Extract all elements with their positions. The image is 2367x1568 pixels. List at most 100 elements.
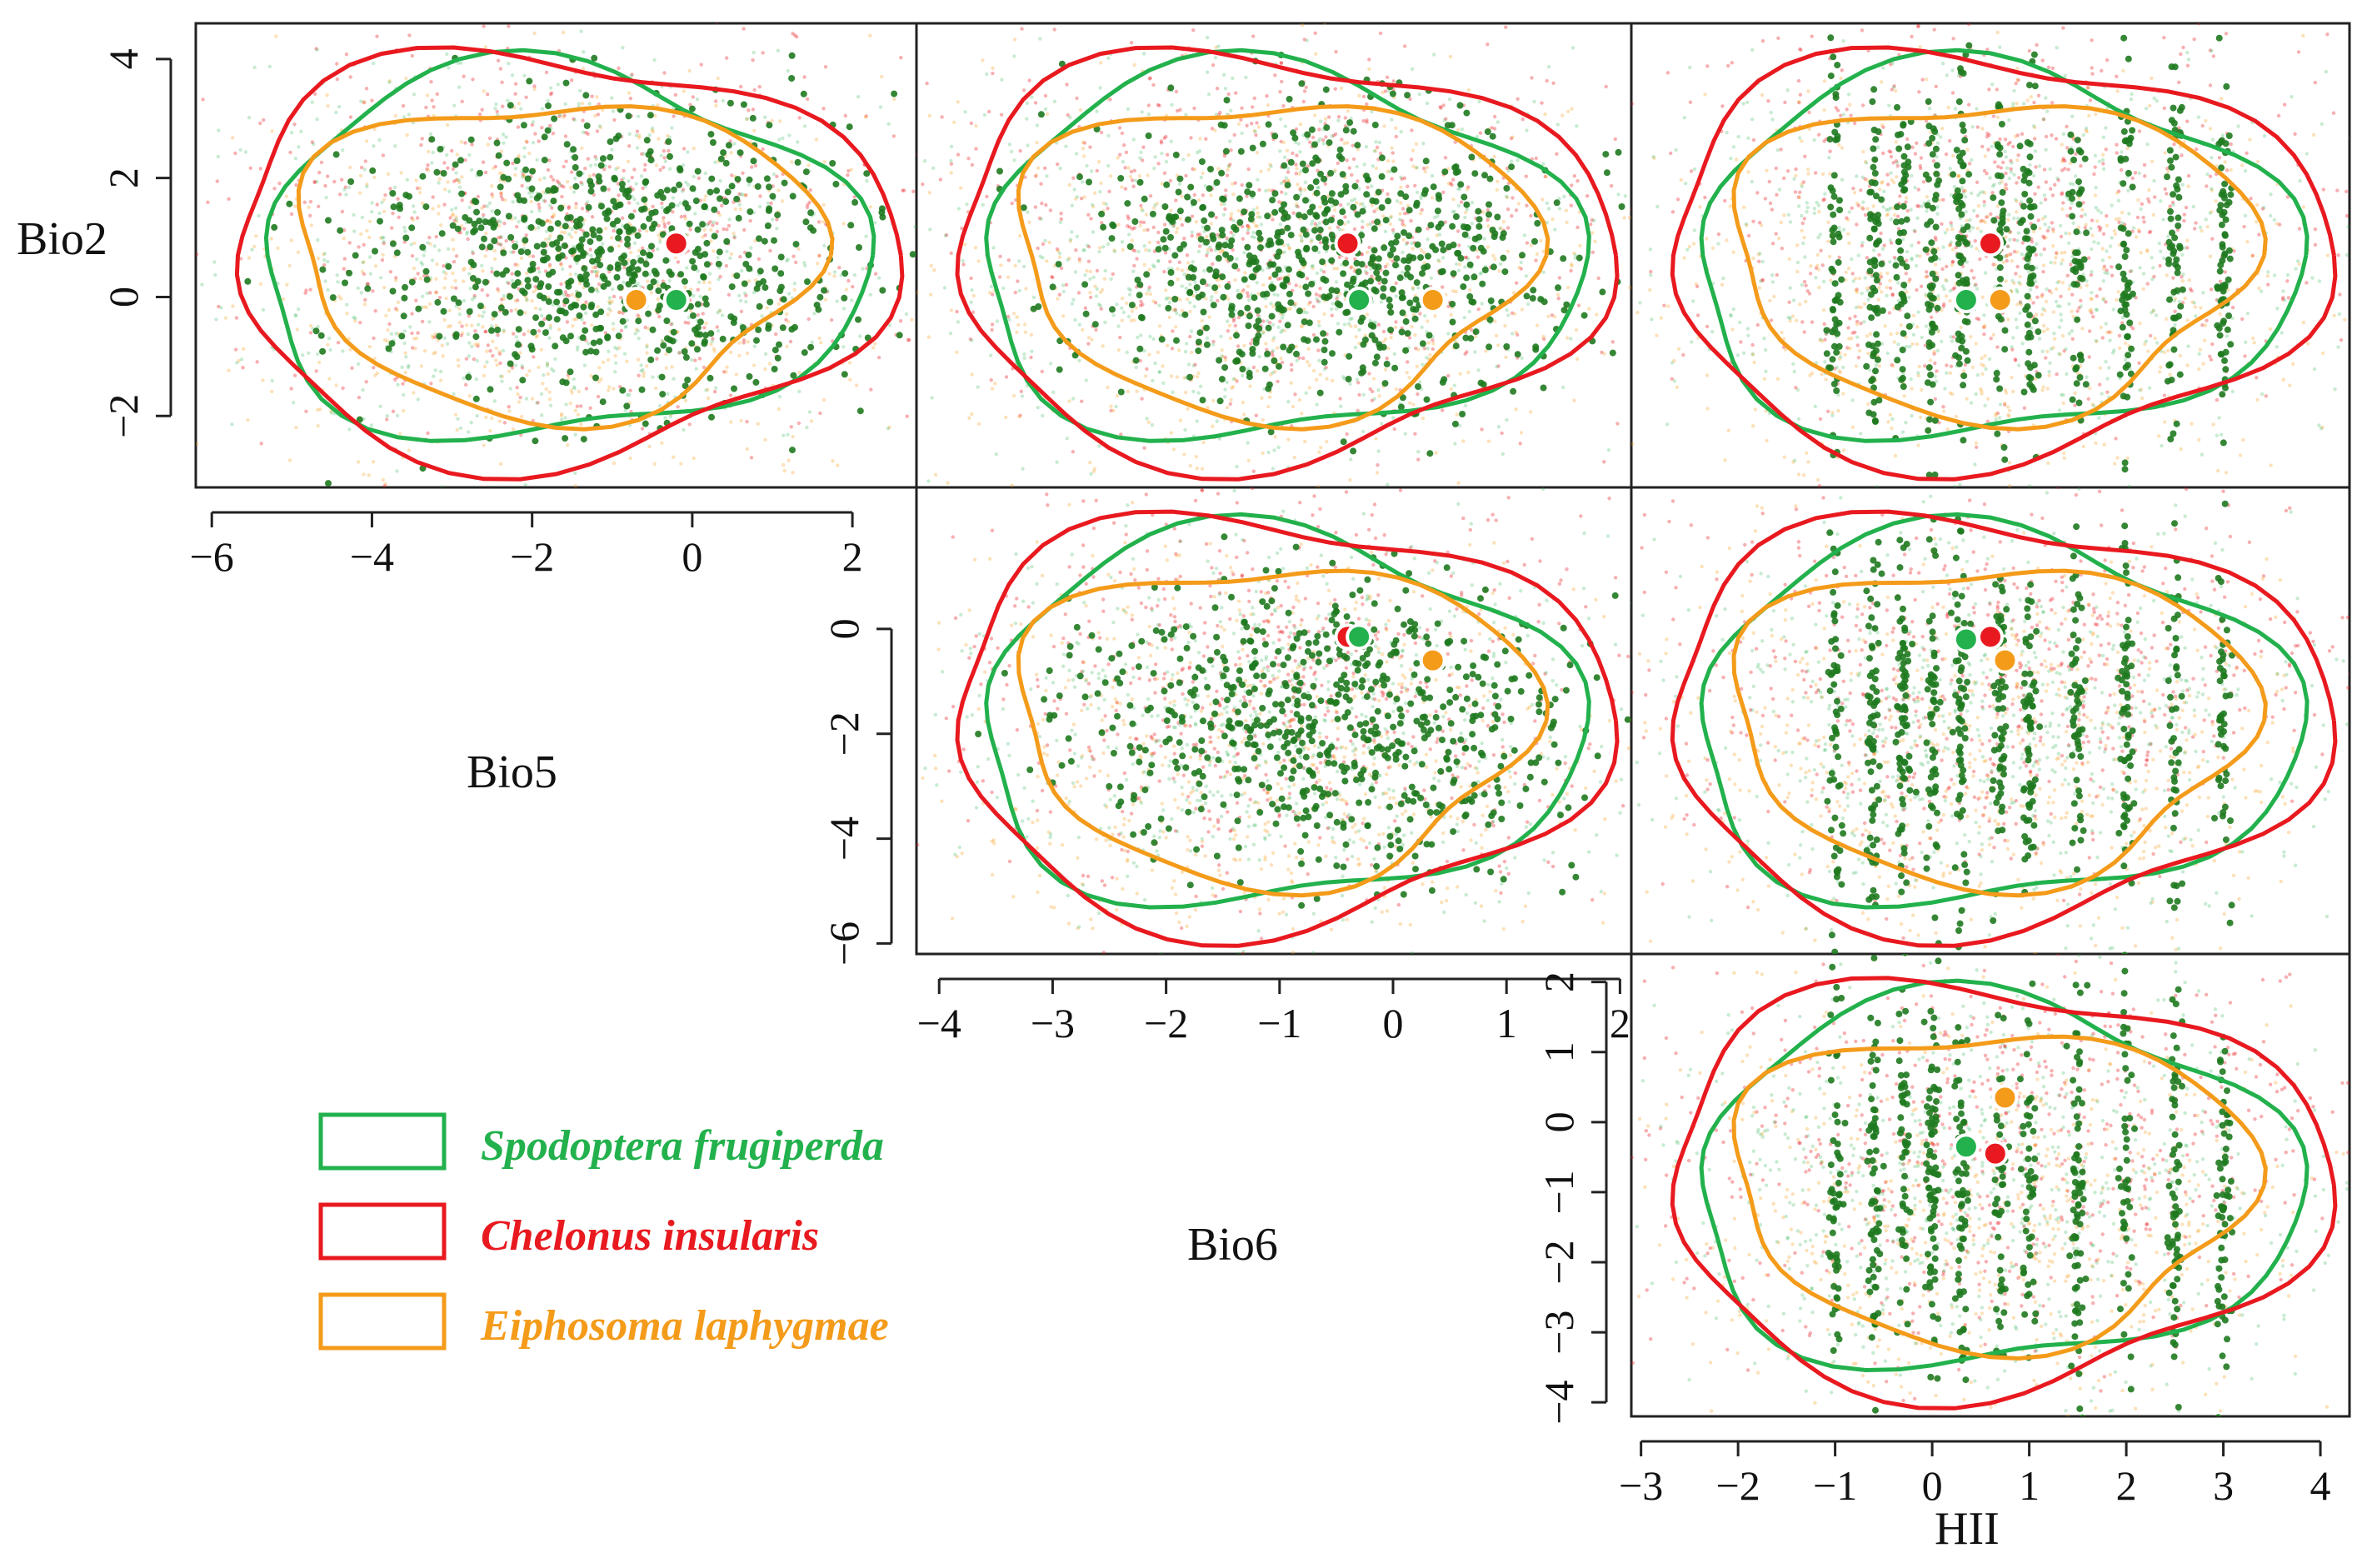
scatter-point (548, 326, 552, 330)
scatter-point (1301, 356, 1306, 361)
scatter-point (1210, 127, 1215, 131)
scatter-point (662, 216, 666, 220)
scatter-point (1067, 257, 1071, 261)
core-point (487, 386, 494, 393)
scatter-point (590, 269, 594, 274)
scatter-point (267, 64, 272, 69)
scatter-point (1138, 223, 1142, 228)
scatter-point (492, 257, 497, 262)
scatter-point (1585, 194, 1590, 198)
core-point (389, 190, 397, 197)
scatter-point (1606, 448, 1611, 452)
scatter-point (1460, 127, 1465, 132)
scatter-point (1246, 291, 1250, 295)
scatter-point (432, 105, 436, 109)
scatter-point (498, 220, 503, 224)
scatter-point (1132, 62, 1136, 67)
scatter-point (920, 302, 923, 305)
scatter-point (753, 278, 758, 282)
scatter-point (482, 373, 487, 378)
scatter-point (775, 227, 779, 231)
core-point (520, 122, 527, 129)
scatter-point (1180, 194, 1184, 198)
scatter-point (1142, 446, 1146, 450)
scatter-point (876, 355, 881, 360)
core-point (529, 167, 536, 175)
core-point (329, 294, 337, 302)
scatter-point (1301, 265, 1306, 270)
scatter-point (1233, 377, 1237, 382)
scatter-point (732, 236, 737, 240)
scatter-point (368, 272, 373, 276)
scatter-point (1469, 327, 1474, 332)
scatter-point (642, 167, 647, 172)
scatter-point (500, 297, 504, 302)
scatter-point (576, 345, 580, 349)
scatter-point (671, 196, 676, 200)
scatter-point (1132, 248, 1137, 253)
scatter-point (1233, 181, 1237, 185)
core-point (777, 287, 784, 294)
scatter-point (459, 333, 464, 337)
scatter-point (491, 195, 495, 199)
scatter-point (430, 161, 434, 165)
core-point (1298, 80, 1306, 87)
scatter-point (1006, 275, 1011, 279)
scatter-point (438, 378, 443, 382)
scatter-point (481, 269, 485, 273)
scatter-point (564, 159, 568, 163)
scatter-point (573, 176, 577, 181)
scatter-point (1098, 290, 1103, 295)
core-point (1309, 203, 1316, 211)
scatter-point (1294, 302, 1298, 306)
scatter-point (1463, 215, 1467, 220)
scatter-point (1223, 355, 1227, 360)
core-point (804, 278, 811, 286)
core-point (777, 270, 785, 277)
scatter-point (450, 213, 454, 217)
scatter-point (427, 320, 432, 324)
scatter-point (957, 135, 961, 138)
scatter-point (466, 230, 470, 234)
scatter-point (905, 414, 909, 418)
core-point (541, 257, 548, 264)
scatter-point (575, 347, 580, 352)
scatter-point (609, 308, 613, 313)
scatter-point (658, 240, 662, 244)
core-point (689, 257, 697, 265)
core-point (638, 386, 646, 393)
scatter-point (1251, 469, 1256, 473)
scatter-point (373, 309, 377, 313)
scatter-point (1435, 233, 1440, 237)
scatter-point (547, 158, 552, 162)
scatter-point (367, 219, 372, 223)
scatter-point (1551, 217, 1555, 222)
scatter-point (517, 102, 522, 106)
scatter-point (609, 537, 612, 540)
scatter-point (567, 376, 571, 380)
scatter-point (1600, 350, 1604, 355)
scatter-point (1182, 237, 1186, 241)
core-point (573, 255, 581, 262)
scatter-point (491, 353, 495, 358)
scatter-point (1171, 308, 1176, 312)
scatter-point (1253, 129, 1257, 133)
scatter-point (308, 331, 313, 335)
core-point (641, 196, 648, 203)
scatter-point (511, 200, 515, 204)
scatter-point (1311, 368, 1316, 373)
scatter-point (1207, 315, 1211, 319)
scatter-point (1197, 149, 1202, 153)
scatter-point (387, 79, 392, 83)
scatter-point (1169, 374, 1174, 378)
scatter-point (821, 220, 825, 224)
scatter-point (1097, 444, 1101, 448)
scatter-point (483, 254, 487, 258)
scatter-point (1148, 292, 1153, 297)
core-point (497, 183, 504, 191)
scatter-point (1401, 218, 1405, 223)
scatter-point (789, 425, 793, 429)
scatter-point (546, 372, 551, 377)
scatter-point (1463, 352, 1467, 356)
core-point (659, 391, 667, 398)
